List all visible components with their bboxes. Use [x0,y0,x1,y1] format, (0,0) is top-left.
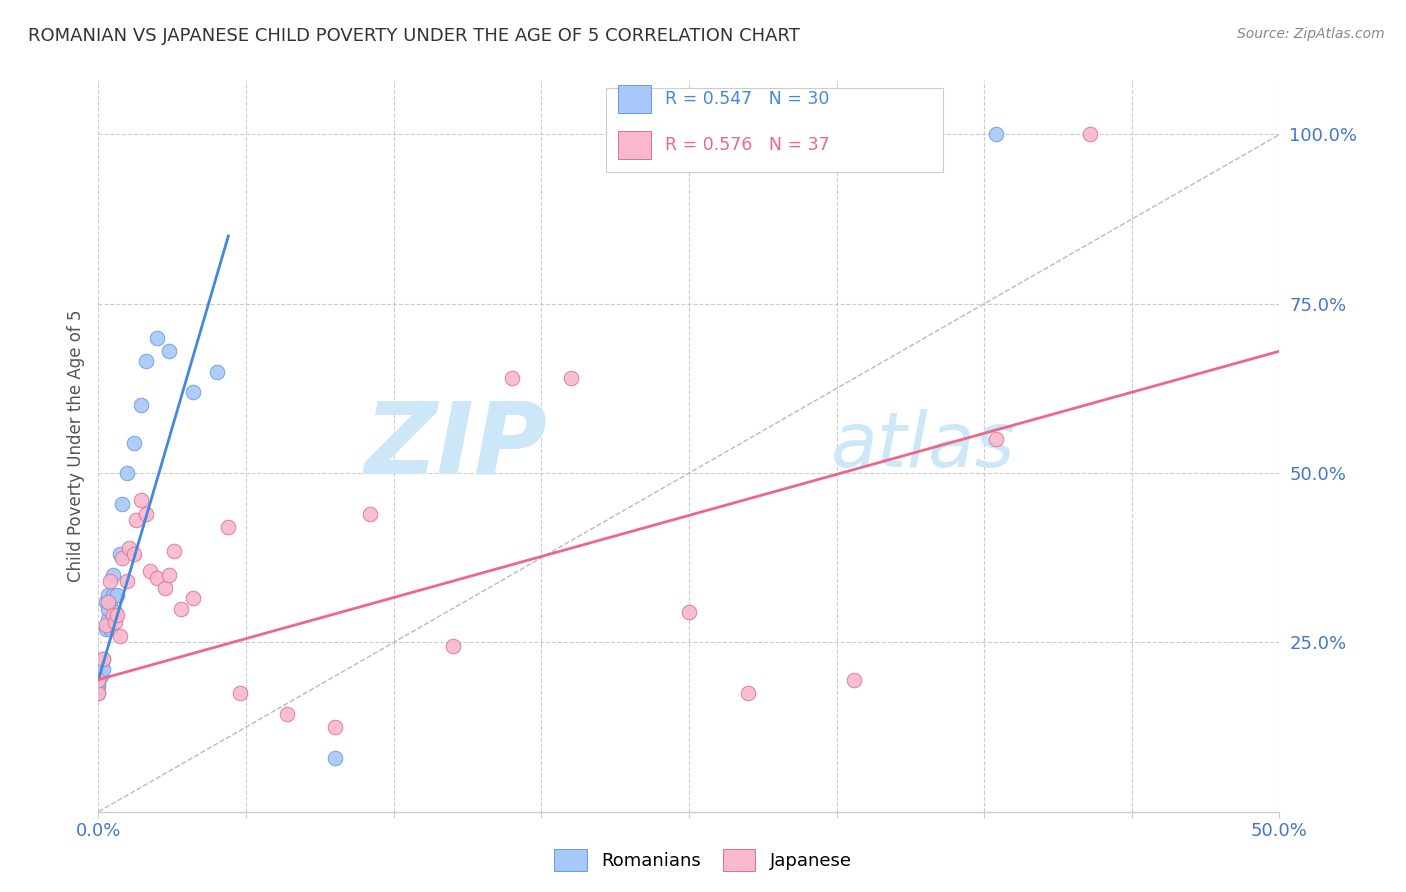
Point [108,629,131,643]
Point [181,384,204,399]
Point [229,686,252,700]
Point [111,550,134,565]
Point [157,344,180,359]
FancyBboxPatch shape [619,86,651,113]
Point [111,497,134,511]
Point [135,354,157,368]
Point [276,706,298,721]
Y-axis label: Child Poverty Under the Age of 5: Child Poverty Under the Age of 5 [66,310,84,582]
Point [101,588,124,602]
Point [87,673,110,687]
Point [844,673,866,687]
Point [984,128,1007,142]
Point [90,659,112,673]
Text: R = 0.547   N = 30: R = 0.547 N = 30 [665,90,830,108]
Point [97,612,120,626]
Point [560,371,582,385]
Point [91,652,114,666]
Text: atlas: atlas [831,409,1015,483]
Point [984,432,1007,446]
Point [105,588,128,602]
Point [501,371,523,385]
Point [91,663,114,677]
Point [97,588,120,602]
Point [157,567,180,582]
Point [163,544,186,558]
Point [87,686,110,700]
Point [98,595,121,609]
Point [94,618,117,632]
Point [1080,128,1102,142]
Point [94,595,117,609]
Point [94,622,117,636]
Text: ROMANIAN VS JAPANESE CHILD POVERTY UNDER THE AGE OF 5 CORRELATION CHART: ROMANIAN VS JAPANESE CHILD POVERTY UNDER… [28,27,800,45]
Point [115,574,138,589]
Point [323,720,346,734]
Point [146,331,169,345]
Point [118,541,141,555]
Point [91,652,114,666]
FancyBboxPatch shape [606,87,943,171]
Point [101,567,124,582]
Point [170,601,193,615]
Point [98,574,121,589]
Text: R = 0.576   N = 37: R = 0.576 N = 37 [665,136,830,153]
Point [105,608,128,623]
Point [98,622,121,636]
Point [101,608,124,623]
Point [139,564,162,578]
Point [104,605,127,619]
Point [115,466,138,480]
Point [441,639,464,653]
Point [125,514,148,528]
Point [90,669,112,683]
Text: ZIP: ZIP [364,398,547,494]
Point [323,750,346,764]
Text: Source: ZipAtlas.com: Source: ZipAtlas.com [1237,27,1385,41]
Point [97,595,120,609]
Point [217,520,239,534]
Point [129,398,152,412]
Point [97,601,120,615]
Point [87,676,110,690]
Point [129,493,152,508]
Legend: Romanians, Japanese: Romanians, Japanese [547,842,859,879]
Point [87,686,110,700]
Point [87,680,110,694]
Point [205,364,228,378]
FancyBboxPatch shape [619,131,651,159]
Point [153,581,176,595]
Point [181,591,204,606]
Point [104,615,127,629]
Point [135,507,157,521]
Point [678,605,700,619]
Point [108,547,131,561]
Point [122,435,145,450]
Point [122,547,145,561]
Point [146,571,169,585]
Point [737,686,759,700]
Point [359,507,381,521]
